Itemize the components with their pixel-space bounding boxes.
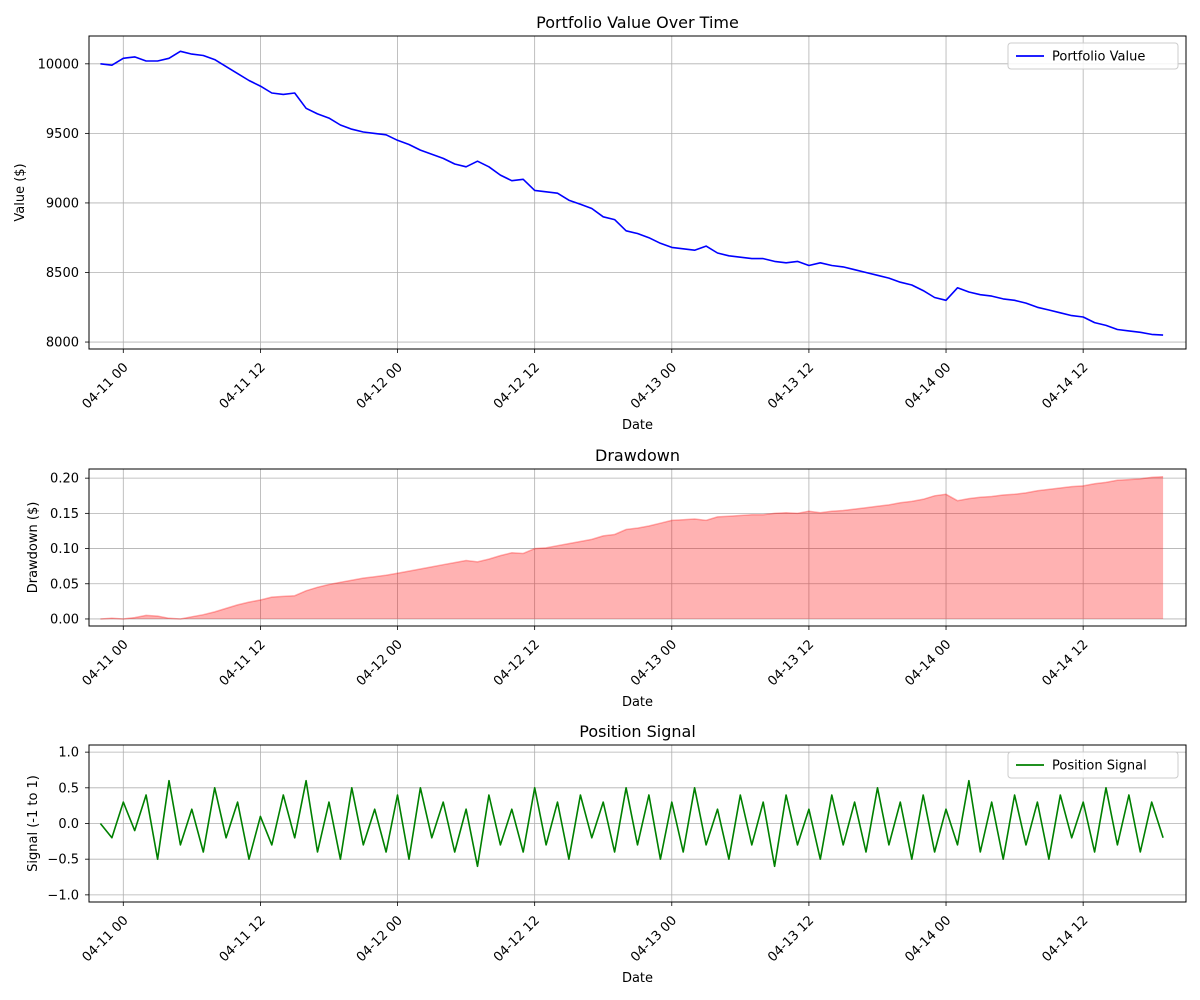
legend-frame [1007,42,1179,70]
plot-frame [88,744,1187,903]
x-tick-label: 04-14 00 [902,637,954,689]
legend-label: Portfolio Value [1052,50,1145,65]
y-tick-label: 0.0 [58,817,79,832]
x-axis-label: Date [622,418,653,433]
y-tick-label: 0.5 [58,781,79,796]
y-tick-label: 8000 [46,336,79,351]
legend: Portfolio Value [1007,42,1179,70]
chart-title: Drawdown [595,446,680,465]
x-tick-label: 04-12 12 [491,360,543,412]
chart-panel-1: Portfolio Value Over Time 8000 8500 9000 950… [13,13,1187,433]
x-tick-label: 04-14 00 [902,360,954,412]
x-axis-label: Date [622,971,653,986]
x-tick-label: 04-13 12 [765,360,817,412]
x-tick-label: 04-12 12 [491,913,543,965]
x-tick-label: 04-12 00 [354,360,406,412]
y-tick-label: −1.0 [47,888,79,903]
chart-title: Portfolio Value Over Time [536,13,739,32]
chart-title: Position Signal [579,722,696,741]
x-tick-label: 04-14 12 [1039,913,1091,965]
y-tick-label: 0.10 [50,542,79,557]
x-tick-label: 04-14 12 [1039,637,1091,689]
y-tick-label: 10000 [38,57,79,72]
y-tick-label: 9500 [46,127,79,142]
x-tick-label: 04-13 12 [765,913,817,965]
drawdown-edge [100,475,1164,620]
x-tick-label: 04-14 12 [1039,360,1091,412]
y-tick-label: 8500 [46,266,79,281]
x-tick-label: 04-13 00 [628,913,680,965]
x-tick-label: 04-13 12 [765,637,817,689]
y-tick-label: 0.15 [50,507,79,522]
portfolio-value-line [100,50,1164,336]
position-signal-line [99,779,1164,868]
plot-frame [88,468,1187,627]
plot-frame [88,35,1187,350]
x-tick-label: 04-11 12 [217,637,269,689]
legend-frame [1007,751,1179,779]
x-tick-label: 04-11 00 [80,913,132,965]
x-tick-label: 04-11 00 [80,637,132,689]
y-tick-label: 9000 [46,196,79,211]
x-tick-label: 04-14 00 [902,913,954,965]
chart-panel-2: Drawdown 0.00 0.05 0.10 0.15 0.20 04-11 00 04-1… [26,446,1187,710]
y-tick-label: 0.00 [50,612,79,627]
legend: Position Signal [1007,751,1179,779]
x-tick-label: 04-13 00 [628,637,680,689]
x-tick-label: 04-11 00 [80,360,132,412]
x-tick-label: 04-13 00 [628,360,680,412]
x-axis-label: Date [622,695,653,710]
legend-label: Position Signal [1052,759,1147,774]
chart-panel-3: Position Signal −1.0 −0.5 0.0 0.5 1.0 04-11 00… [26,722,1187,986]
x-tick-label: 04-11 12 [217,360,269,412]
y-axis-label: Value ($) [13,163,28,221]
drawdown-area [100,476,1164,619]
y-axis-label: Signal (-1 to 1) [26,775,41,872]
y-axis-label: Drawdown ($) [26,502,41,594]
x-tick-label: 04-12 00 [354,913,406,965]
x-tick-label: 04-11 12 [217,913,269,965]
y-tick-label: 0.05 [50,577,79,592]
x-tick-label: 04-12 00 [354,637,406,689]
x-tick-label: 04-12 12 [491,637,543,689]
y-tick-label: 1.0 [58,746,79,761]
y-tick-label: −0.5 [47,853,79,868]
y-tick-label: 0.20 [50,472,79,487]
